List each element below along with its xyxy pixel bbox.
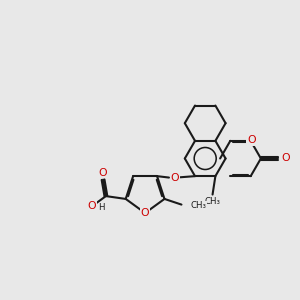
Text: O: O	[141, 208, 149, 218]
Text: O: O	[247, 135, 256, 145]
Text: O: O	[87, 201, 96, 211]
Text: O: O	[170, 172, 179, 183]
Text: CH₃: CH₃	[205, 197, 220, 206]
Text: CH₃: CH₃	[190, 201, 206, 210]
Text: O: O	[99, 168, 107, 178]
Text: O: O	[281, 154, 290, 164]
Text: H: H	[98, 203, 105, 212]
